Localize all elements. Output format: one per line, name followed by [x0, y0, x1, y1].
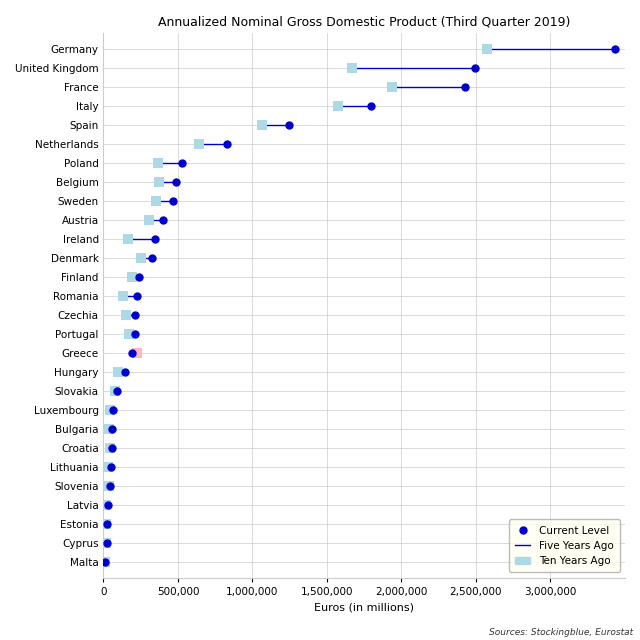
Title: Annualized Nominal Gross Domestic Product (Third Quarter 2019): Annualized Nominal Gross Domestic Produc…	[158, 15, 570, 28]
X-axis label: Euros (in millions): Euros (in millions)	[314, 602, 414, 612]
Text: Sources: Stockingblue, Eurostat: Sources: Stockingblue, Eurostat	[490, 628, 634, 637]
Legend: Current Level, Five Years Ago, Ten Years Ago: Current Level, Five Years Ago, Ten Years…	[509, 520, 620, 572]
